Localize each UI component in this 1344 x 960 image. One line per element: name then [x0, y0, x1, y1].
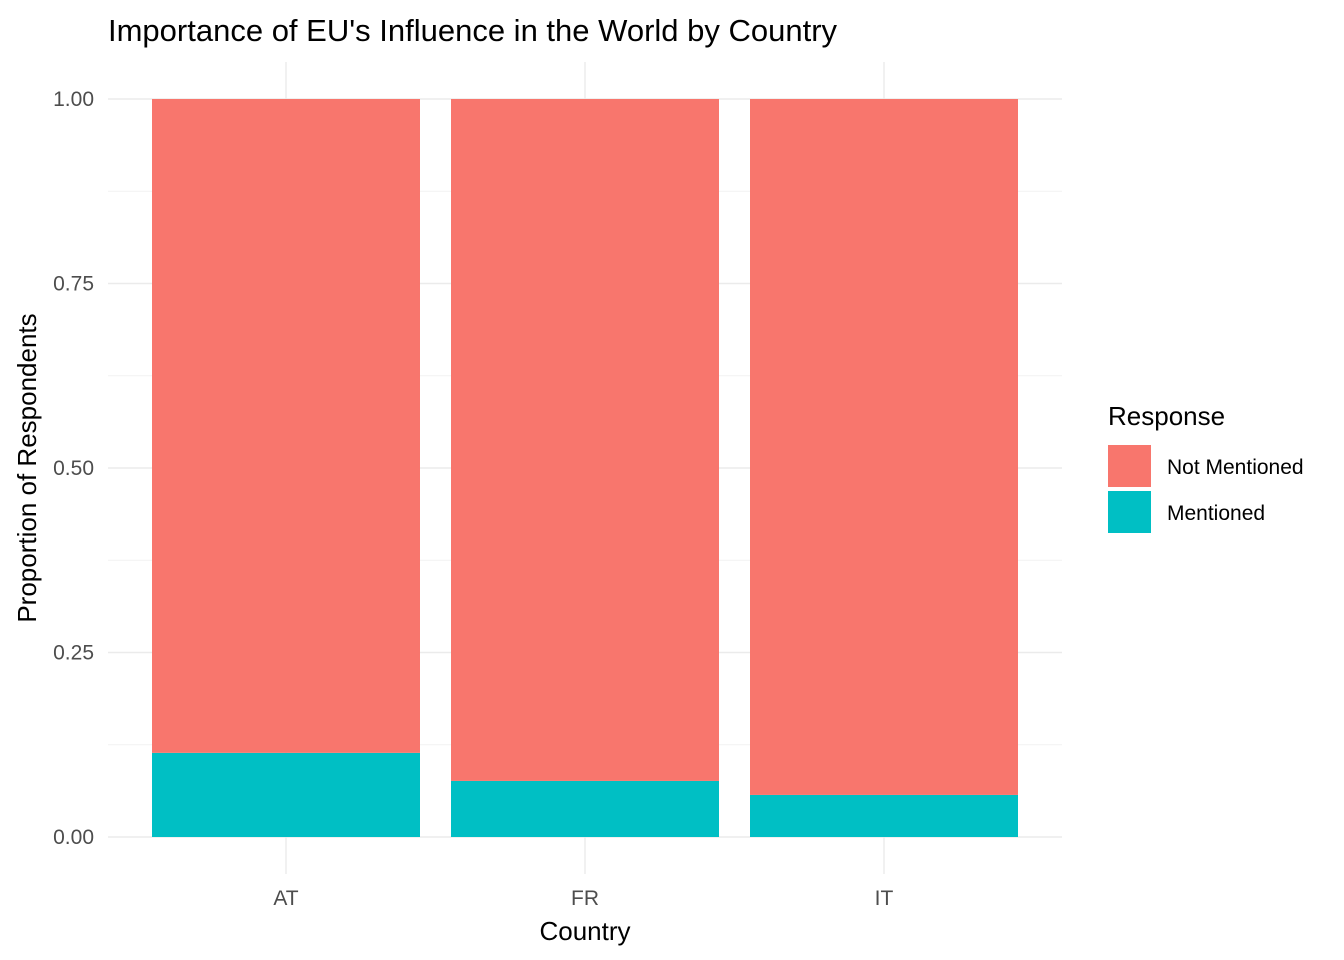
chart-title: Importance of EU's Influence in the Worl…	[108, 13, 838, 48]
legend-key	[1108, 445, 1151, 487]
x-axis-title: Country	[539, 916, 630, 946]
legend: Response Not Mentioned Mentioned	[1108, 401, 1304, 533]
bar-fr-not-mentioned	[451, 99, 719, 781]
x-tick-label: IT	[875, 887, 894, 910]
legend-label: Mentioned	[1167, 502, 1265, 525]
legend-key	[1108, 491, 1151, 533]
legend-label: Not Mentioned	[1167, 456, 1304, 479]
y-tick-label: 0.00	[53, 826, 94, 849]
x-tick-label: AT	[273, 887, 298, 910]
x-axis-ticks: AT FR IT	[273, 887, 893, 910]
y-tick-label: 1.00	[53, 88, 94, 111]
y-axis-title: Proportion of Respondents	[12, 313, 42, 622]
bars	[152, 99, 1018, 837]
x-tick-label: FR	[571, 887, 599, 910]
bar-at-mentioned	[152, 752, 420, 837]
legend-title: Response	[1108, 401, 1225, 431]
bar-it-not-mentioned	[750, 99, 1018, 795]
y-axis-ticks: 0.00 0.25 0.50 0.75 1.00	[53, 88, 94, 849]
bar-it-mentioned	[750, 794, 1018, 837]
bar-fr-mentioned	[451, 780, 719, 837]
bar-at-not-mentioned	[152, 99, 420, 753]
y-tick-label: 0.50	[53, 457, 94, 480]
y-tick-label: 0.25	[53, 642, 94, 665]
y-tick-label: 0.75	[53, 273, 94, 296]
